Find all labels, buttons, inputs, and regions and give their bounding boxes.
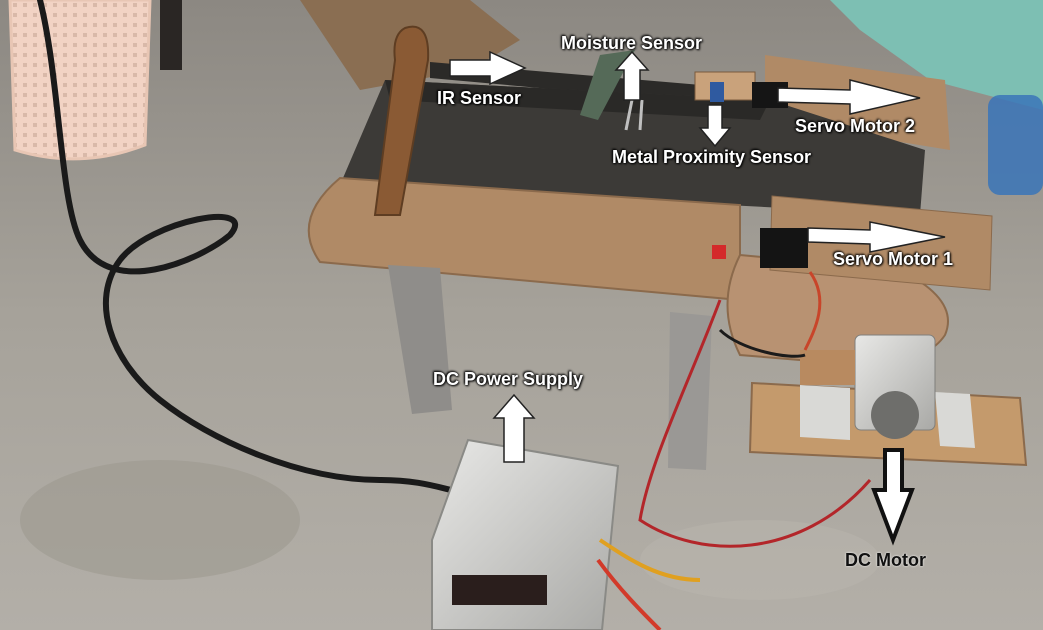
ir-sensor-arrow	[449, 50, 527, 86]
left-bracket	[373, 25, 430, 216]
servo-motor-1-label: Servo Motor 1	[833, 249, 954, 269]
dc-motor-label: DC Motor	[845, 550, 926, 570]
moisture-sensor-arrow	[614, 50, 650, 101]
psu-wires	[596, 558, 662, 630]
psu-label	[452, 575, 547, 605]
conveyor-belt	[340, 80, 925, 215]
servo-motor-2-arrow	[777, 79, 921, 115]
ir-sensor-label: IR Sensor	[437, 88, 522, 108]
motor-bracket	[800, 385, 850, 440]
black-wire	[718, 328, 806, 358]
chair-leg	[160, 0, 182, 70]
moisture-sensor-probe	[638, 99, 644, 131]
floor-stain	[20, 460, 300, 580]
conveyor-belt-shade	[385, 80, 770, 120]
metal-proximity-sensor	[710, 82, 724, 102]
red-wire	[638, 299, 872, 548]
dc-motor-arrow	[871, 448, 915, 546]
moisture-sensor-label: Moisture Sensor	[561, 33, 703, 53]
dc-power-supply-arrow	[492, 393, 536, 463]
metal-proximity-sensor-label: Metal Proximity Sensor	[612, 147, 812, 167]
floor-stain	[640, 520, 880, 600]
servo-motor-1-arrow	[807, 221, 946, 253]
proximity-sensor-mount	[694, 71, 756, 101]
servo-wire	[803, 271, 822, 351]
metal-proximity-arrow	[698, 104, 732, 148]
servo-motor-2-label: Servo Motor 2	[795, 116, 916, 136]
power-cable	[37, 0, 463, 495]
motor-bracket	[935, 392, 975, 448]
cloth	[830, 0, 1043, 110]
table-leg	[388, 265, 452, 414]
water-bottle	[988, 95, 1043, 195]
psu-wires	[598, 538, 701, 582]
dc-motor-shaft	[871, 391, 919, 439]
dc-power-supply-label: DC Power Supply	[433, 369, 584, 389]
moisture-sensor-probe	[624, 99, 634, 131]
red-switch	[712, 245, 726, 259]
basket	[8, 0, 152, 161]
wood-block	[800, 350, 855, 385]
servo-motor-1	[760, 228, 808, 268]
